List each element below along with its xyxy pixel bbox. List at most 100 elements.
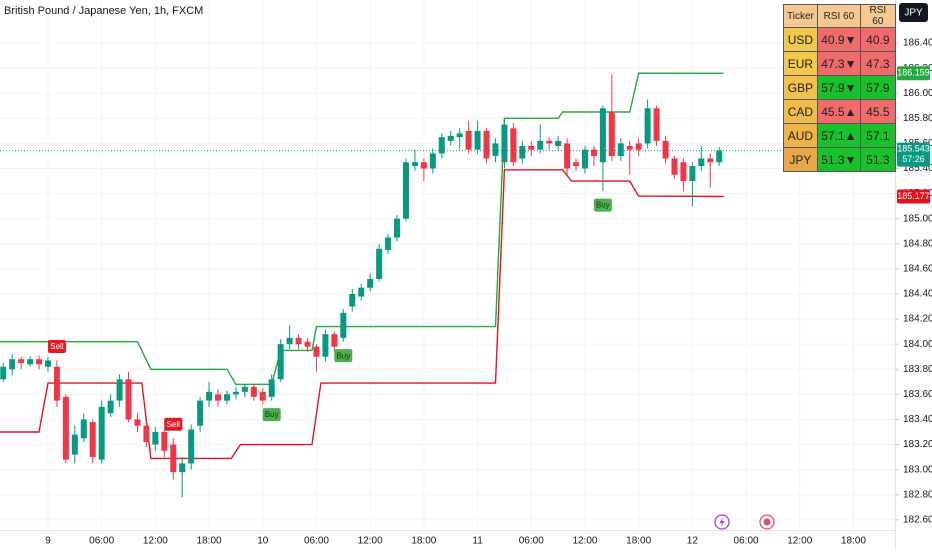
candle-body bbox=[689, 166, 696, 182]
ticker-cell: EUR bbox=[783, 51, 818, 76]
rsi-value-cell: 40.9 bbox=[859, 27, 896, 52]
table-row: USD 40.9▼ 40.9 bbox=[783, 27, 896, 52]
y-tick-label: 183.800 bbox=[903, 364, 932, 375]
candle-body bbox=[89, 421, 96, 458]
candle-body bbox=[9, 359, 16, 370]
x-tick-label: 10 bbox=[257, 536, 269, 547]
rsi-cell: 45.5▲ bbox=[816, 99, 861, 124]
candle-body bbox=[161, 432, 168, 451]
candle-body bbox=[608, 112, 615, 156]
y-tick-label: 185.400 bbox=[903, 163, 932, 174]
candle-body bbox=[340, 312, 347, 338]
y-tick-label: 184.600 bbox=[903, 264, 932, 275]
candle-body bbox=[662, 140, 669, 159]
candle-body bbox=[617, 143, 624, 156]
candle-body bbox=[438, 137, 445, 154]
candle-body bbox=[116, 379, 123, 401]
candle-body bbox=[36, 359, 43, 365]
icon-lightning[interactable] bbox=[714, 514, 730, 530]
signal-box bbox=[47, 339, 66, 353]
x-tick-label: 18:00 bbox=[626, 536, 651, 547]
candle-body bbox=[671, 158, 678, 175]
y-tick-label: 183.000 bbox=[903, 464, 932, 475]
candle-body bbox=[474, 130, 481, 150]
icon-event[interactable] bbox=[759, 514, 775, 530]
axes: 182.600 182.800 183.000 183.200 183.400 183.6… bbox=[45, 38, 932, 547]
signal-label: Buy bbox=[596, 201, 610, 210]
header-cell: Ticker bbox=[783, 4, 818, 28]
x-tick-label: 12:00 bbox=[572, 536, 597, 547]
candle-body bbox=[644, 108, 651, 144]
x-tick-label: 18:00 bbox=[411, 536, 436, 547]
ticker-cell: GBP bbox=[783, 75, 818, 100]
candle-body bbox=[349, 293, 356, 307]
candle-body bbox=[501, 124, 508, 163]
rsi-value-cell: 57.1 bbox=[859, 123, 896, 148]
y-tick-label: 184.800 bbox=[903, 238, 932, 249]
x-tick-label: 12 bbox=[687, 536, 699, 547]
candle-body bbox=[206, 391, 213, 401]
plot-area: Sell Sell Buy Buy Buy bbox=[0, 72, 895, 498]
last-price-label: 185.543 bbox=[897, 143, 930, 153]
candle-body bbox=[286, 337, 293, 345]
candle-body bbox=[188, 429, 195, 464]
x-tick-label: 06:00 bbox=[304, 536, 329, 547]
candle-body bbox=[546, 140, 553, 144]
ticker-cell: USD bbox=[783, 27, 818, 52]
candle-body bbox=[367, 278, 374, 288]
candle-body bbox=[573, 162, 580, 167]
candle-body bbox=[698, 158, 705, 167]
candle-body bbox=[680, 162, 687, 182]
candle-body bbox=[313, 346, 320, 357]
signal-box bbox=[593, 198, 612, 212]
x-tick-label: 06:00 bbox=[734, 536, 759, 547]
currency-button[interactable] bbox=[899, 3, 928, 22]
x-tick-label: 12:00 bbox=[143, 536, 168, 547]
table-row: AUD 57.1▲ 57.1 bbox=[783, 123, 896, 148]
candle-body bbox=[429, 153, 436, 169]
signal-label: Sell bbox=[167, 420, 181, 429]
price-tag-label: 185.177 bbox=[897, 191, 930, 201]
signal-label: Sell bbox=[50, 342, 64, 351]
candle-body bbox=[18, 359, 25, 363]
candle-body bbox=[71, 434, 78, 455]
candle-body bbox=[223, 394, 230, 401]
candle-body bbox=[635, 143, 642, 150]
candle-body bbox=[564, 143, 571, 169]
candle-body bbox=[402, 162, 409, 219]
candle-body bbox=[528, 145, 535, 150]
y-tick-label: 183.400 bbox=[903, 414, 932, 425]
y-tick-label: 185.000 bbox=[903, 213, 932, 224]
channel-line bbox=[0, 72, 724, 385]
y-tick-label: 182.800 bbox=[903, 489, 932, 500]
candle-body bbox=[107, 400, 114, 414]
ticker-cell: AUD bbox=[783, 123, 818, 148]
candle-body bbox=[331, 334, 338, 347]
candle-body bbox=[376, 248, 383, 279]
table-row: EUR 47.3▼ 47.3 bbox=[783, 51, 896, 76]
y-tick-label: 184.000 bbox=[903, 339, 932, 350]
x-tick-label: 12:00 bbox=[787, 536, 812, 547]
x-tick-label: 18:00 bbox=[197, 536, 222, 547]
candle-body bbox=[519, 145, 526, 159]
rsi-cell: 40.9▼ bbox=[816, 27, 861, 52]
x-tick-label: 06:00 bbox=[519, 536, 544, 547]
table-row: CAD 45.5▲ 45.5 bbox=[783, 99, 896, 124]
ticker-cell: JPY bbox=[783, 147, 818, 172]
currency-button-label[interactable]: JPY bbox=[904, 8, 923, 19]
candle-body bbox=[447, 135, 454, 141]
y-tick-label: 186.400 bbox=[903, 38, 932, 49]
candle-body bbox=[250, 386, 257, 397]
candle-body bbox=[62, 396, 69, 460]
price-tag-label: 186.159 bbox=[897, 68, 930, 78]
y-tick-label: 183.200 bbox=[903, 439, 932, 450]
grid bbox=[0, 0, 895, 530]
x-tick-label: 11 bbox=[472, 536, 483, 547]
candle-body bbox=[626, 145, 633, 150]
candle-body bbox=[80, 419, 87, 439]
price-tag bbox=[897, 189, 930, 204]
candle-body bbox=[44, 360, 51, 367]
candle-body bbox=[394, 218, 401, 238]
